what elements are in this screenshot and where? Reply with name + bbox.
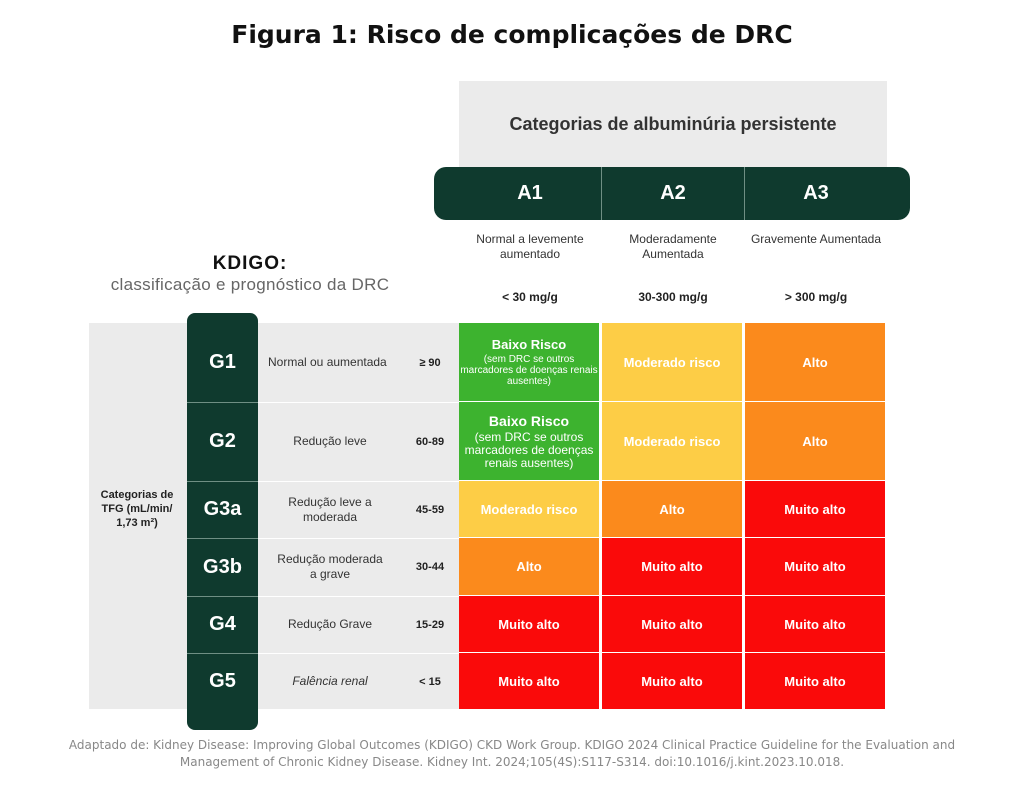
divider [187, 481, 258, 482]
risk-label: Alto [802, 354, 828, 370]
gfr-description-g4: Redução Grave [287, 617, 373, 631]
albuminuria-description-a3: Gravemente Aumentada [750, 232, 882, 246]
risk-label: Muito alto [498, 673, 560, 689]
gfr-range-g3b: 30-44 [415, 561, 445, 573]
gfr-description-g3a: Redução leve a moderada [288, 494, 372, 524]
risk-cell-high: Alto [745, 402, 886, 481]
kdigo-title: KDIGO: [212, 253, 288, 274]
risk-label: Muito alto [784, 616, 846, 632]
gfr-description-g1: Normal ou aumentada [268, 355, 387, 369]
row-divider [258, 596, 459, 597]
gfr-range-g5: < 15 [419, 675, 441, 688]
risk-label: Muito alto [641, 616, 703, 632]
risk-cell-high: Alto [745, 323, 886, 402]
citation-line-1: Adaptado de: Kidney Disease: Improving G… [68, 738, 956, 752]
albuminuria-code-a1: A1 [517, 182, 543, 204]
risk-label: Muito alto [784, 501, 846, 517]
gfr-panel [89, 323, 459, 709]
albuminuria-code-a2: A2 [660, 182, 686, 204]
gfr-description-g2: Redução leve [293, 434, 367, 448]
risk-cell-very-high: Muito alto [745, 481, 886, 538]
risk-cell-very-high: Muito alto [602, 596, 743, 653]
risk-note: (sem DRC se outros marcadores de doenças… [464, 429, 594, 470]
risk-cell-very-high: Muito alto [745, 596, 886, 653]
divider [187, 596, 258, 597]
risk-cell-very-high: Muito alto [745, 538, 886, 596]
gfr-range-g4: 15-29 [415, 618, 445, 631]
divider [187, 402, 258, 403]
risk-cell-very-high: Muito alto [602, 653, 743, 710]
risk-cell-moderate: Moderado risco [459, 481, 600, 538]
risk-cell-high: Alto [459, 538, 600, 596]
risk-cell-low: Baixo Risco (sem DRC se outros marcadores… [459, 323, 600, 402]
risk-label: Moderado risco [623, 354, 721, 370]
risk-cell-very-high: Muito alto [459, 596, 600, 653]
gfr-code-g3b: G3b [203, 555, 242, 578]
risk-label: Alto [802, 433, 828, 449]
albuminuria-description-a2: Moderadamente Aumentada [629, 232, 717, 261]
divider [187, 538, 258, 539]
divider [187, 653, 258, 654]
risk-cell-very-high: Muito alto [459, 653, 600, 710]
gfr-description-g5: Falência renal [292, 674, 368, 688]
gfr-description-g3b: Redução moderada a grave [277, 552, 383, 581]
risk-label: Alto [516, 559, 542, 574]
albuminuria-category-bar [434, 167, 910, 220]
gfr-code-g4: G4 [209, 613, 236, 635]
risk-cell-moderate: Moderado risco [602, 323, 743, 402]
albuminuria-range-a2: 30-300 mg/g [638, 290, 708, 304]
gfr-range-g3a: 45-59 [415, 503, 445, 516]
citation-line-2: Management of Chronic Kidney Disease. Ki… [179, 755, 845, 769]
risk-label: Baixo Risco [488, 412, 570, 429]
divider [601, 167, 602, 220]
albuminuria-range-a1: < 30 mg/g [502, 290, 558, 304]
gfr-code-g5: G5 [209, 670, 236, 692]
divider [744, 167, 745, 220]
risk-label: Muito alto [784, 673, 846, 689]
row-divider [258, 538, 459, 539]
risk-label: Baixo Risco [491, 337, 567, 352]
albuminuria-description-a1: Normal a levemente aumentado [476, 232, 584, 261]
risk-label: Moderado risco [623, 433, 721, 449]
gfr-categories-label: Categorias de TFG (mL/min/ 1,73 m²) [100, 489, 174, 529]
row-divider [258, 653, 459, 654]
gfr-range-g1: ≥ 90 [419, 356, 441, 369]
gfr-range-g2: 60-89 [415, 435, 445, 448]
risk-label: Moderado risco [480, 501, 578, 517]
figure-title: Figura 1: Risco de complicações de DRC [231, 20, 793, 49]
risk-cell-very-high: Muito alto [745, 653, 886, 710]
gfr-category-bar [187, 313, 258, 730]
row-divider [258, 481, 459, 482]
risk-cell-low: Baixo Risco (sem DRC se outros marcadores… [459, 402, 600, 481]
risk-label: Muito alto [641, 559, 703, 574]
albuminuria-range-a3: > 300 mg/g [784, 290, 848, 304]
row-divider [258, 402, 459, 403]
gfr-code-g3a: G3a [203, 498, 242, 520]
albuminuria-header: Categorias de albuminúria persistente [459, 81, 887, 167]
risk-label: Muito alto [784, 559, 846, 574]
risk-label: Muito alto [641, 673, 703, 689]
risk-label: Muito alto [498, 616, 560, 632]
risk-label: Alto [659, 501, 685, 517]
citation: Adaptado de: Kidney Disease: Improving G… [0, 737, 1024, 771]
risk-note: (sem DRC se outros marcadores de doenças… [460, 354, 598, 387]
risk-cell-moderate: Moderado risco [602, 402, 743, 481]
risk-cell-very-high: Muito alto [602, 538, 743, 596]
gfr-code-g1: G1 [209, 351, 236, 373]
gfr-code-g2: G2 [209, 430, 236, 452]
kdigo-subtitle: classificação e prognóstico da DRC [110, 275, 390, 294]
risk-cell-high: Alto [602, 481, 743, 538]
albuminuria-code-a3: A3 [803, 182, 829, 204]
